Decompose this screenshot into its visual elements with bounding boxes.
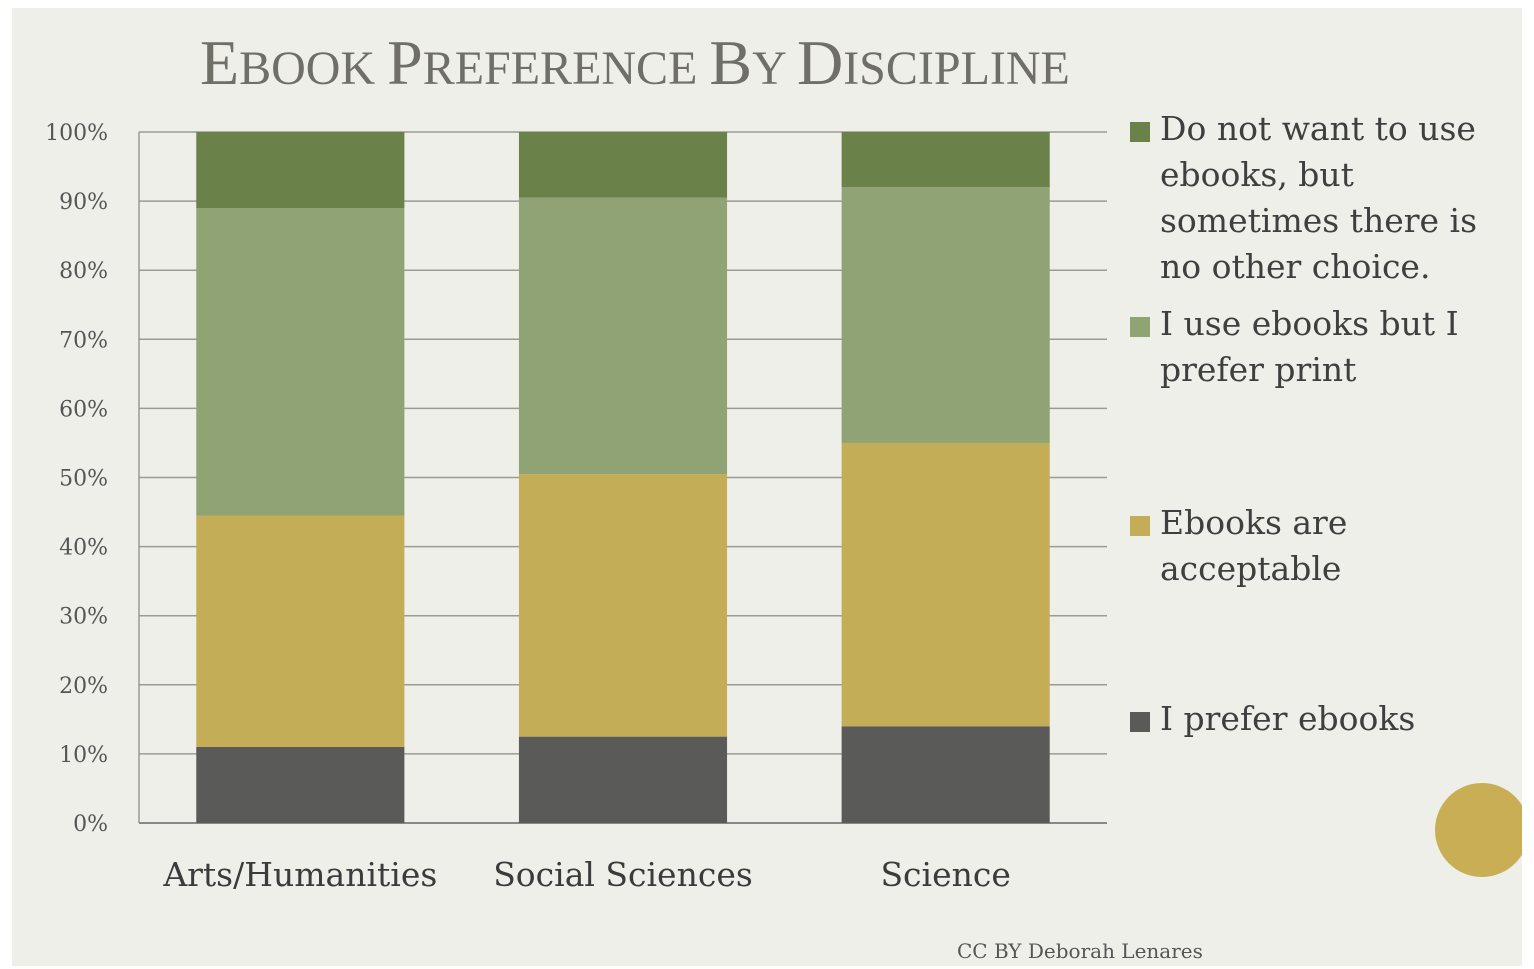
title-rest: REFERENCE	[423, 42, 710, 95]
legend-label: Ebooks are acceptable	[1160, 503, 1347, 588]
title-rest: ISCIPLINE	[843, 42, 1070, 95]
y-tick-label: 70%	[59, 328, 108, 353]
y-tick-label: 80%	[59, 259, 108, 284]
bar-segment	[518, 736, 728, 823]
legend-swatch	[1130, 122, 1150, 142]
y-tick-label: 20%	[59, 674, 108, 699]
legend-line: sometimes there is	[1160, 201, 1477, 240]
title-rest: BOOK	[239, 42, 387, 95]
bar-segment	[196, 515, 405, 747]
y-tick-label: 60%	[59, 397, 108, 422]
stacked-bar-chart: EBOOK PREFERENCE BY DISCIPLINE 0% 10% 20% 3…	[45, 27, 1522, 963]
legend-label: I use ebooks but I prefer print	[1160, 304, 1459, 389]
title-rest: Y	[752, 42, 797, 95]
legend-swatch	[1130, 712, 1150, 732]
y-tick-label: 40%	[59, 536, 108, 561]
legend-line: acceptable	[1160, 549, 1341, 588]
legend-line: prefer print	[1160, 350, 1356, 389]
legend-label: Do not want to use ebooks, but sometimes t…	[1160, 109, 1477, 286]
bar-segment	[518, 197, 728, 475]
chart-title: EBOOK PREFERENCE BY DISCIPLINE	[200, 27, 1070, 98]
legend-swatch	[1130, 317, 1150, 337]
bar-segment	[518, 132, 728, 198]
decorative-circle	[1435, 783, 1522, 877]
legend-line: Ebooks are	[1160, 503, 1347, 542]
bar-segment	[841, 187, 1050, 443]
slide: EBOOK PREFERENCE BY DISCIPLINE 0% 10% 20% 3…	[12, 8, 1522, 966]
y-tick-label: 0%	[73, 812, 108, 837]
y-tick-label: 100%	[45, 121, 108, 146]
category-label: Science	[880, 855, 1010, 894]
title-initial: E	[200, 27, 239, 98]
legend-line: Do not want to use	[1160, 109, 1476, 148]
y-tick-label: 30%	[59, 605, 108, 630]
bar-segment	[196, 746, 405, 823]
legend-line: I prefer ebooks	[1160, 699, 1415, 738]
category-label: Social Sciences	[493, 855, 753, 894]
y-tick-label: 50%	[59, 467, 108, 492]
category-label: Arts/Humanities	[162, 855, 437, 894]
title-initial: D	[797, 27, 843, 98]
legend-line: I use ebooks but I	[1160, 304, 1459, 343]
legend-line: no other choice.	[1160, 247, 1430, 286]
bar-segment	[841, 442, 1050, 727]
legend-label: I prefer ebooks	[1160, 699, 1415, 738]
y-tick-label: 90%	[59, 190, 108, 215]
y-tick-label: 10%	[59, 743, 108, 768]
bar-segment	[841, 726, 1050, 823]
legend-swatch	[1130, 516, 1150, 536]
bar-segment	[196, 208, 405, 516]
title-initial: P	[387, 27, 423, 98]
bar-segment	[841, 132, 1050, 188]
credit-text: CC BY Deborah Lenares	[957, 939, 1203, 963]
legend-line: ebooks, but	[1160, 155, 1354, 194]
bar-segment	[518, 474, 728, 737]
bar-segment	[196, 132, 405, 209]
title-initial: B	[709, 27, 752, 98]
